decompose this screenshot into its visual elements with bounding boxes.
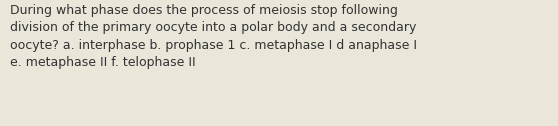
Text: During what phase does the process of meiosis stop following
division of the pri: During what phase does the process of me… — [10, 4, 417, 69]
